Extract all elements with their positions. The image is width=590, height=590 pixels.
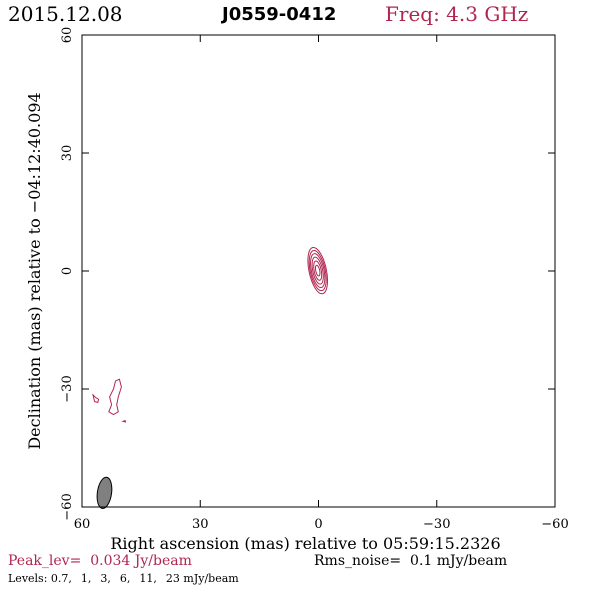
- peak-label: Peak_lev=: [8, 553, 82, 569]
- feature-contours: [92, 378, 126, 423]
- beam-ellipse: [96, 476, 113, 509]
- rms-label: Rms_noise=: [314, 553, 402, 569]
- x-tick-label: 0: [314, 517, 322, 532]
- observation-date: 2015.12.08: [8, 2, 123, 26]
- level-value: 1,: [80, 572, 92, 585]
- level-value: 6,: [119, 572, 131, 585]
- contour-levels-text: Levels: 0.7, 1, 3, 6, 11, 23 mJy/beam: [8, 572, 248, 585]
- core-contour: [314, 264, 321, 277]
- y-tick-label: −60: [60, 493, 75, 520]
- source-name: J0559-0412: [222, 4, 337, 25]
- level-value: 11,: [139, 572, 157, 585]
- peak-value: 0.034 Jy/beam: [90, 553, 192, 569]
- core-contour: [311, 256, 324, 285]
- feature-contour: [108, 378, 122, 416]
- rms-value: 0.1 mJy/beam: [410, 553, 508, 569]
- core-contour: [310, 253, 326, 289]
- y-axis-label: Declination (mas) relative to −04:12:40.…: [25, 92, 44, 449]
- y-tick-label: −30: [60, 375, 75, 402]
- levels-label: Levels:: [8, 572, 48, 585]
- y-tick-label: 30: [60, 145, 75, 162]
- y-tick-label: 0: [60, 267, 75, 275]
- peak-level-text: Peak_lev= 0.034 Jy/beam: [8, 553, 192, 569]
- y-tick-label: 60: [60, 27, 75, 44]
- core-contours: [307, 246, 329, 295]
- plot-frame: [81, 34, 556, 508]
- feature-contour: [92, 393, 100, 404]
- core-contour: [313, 260, 323, 281]
- level-value: 23 mJy/beam: [165, 572, 239, 585]
- x-tick-label: 30: [192, 517, 209, 532]
- x-tick-label: −60: [541, 517, 568, 532]
- beam-group: [96, 476, 113, 509]
- x-axis-label: Right ascension (mas) relative to 05:59:…: [110, 534, 500, 553]
- frequency-label: Freq: 4.3 GHz: [385, 2, 529, 26]
- level-value: 3,: [100, 572, 111, 585]
- feature-contour: [121, 420, 126, 423]
- core-contour: [307, 246, 329, 295]
- axis-ticks: [81, 34, 556, 508]
- levels-list: 0.7, 1, 3, 6, 11, 23 mJy/beam: [51, 572, 248, 585]
- x-tick-label: 60: [74, 517, 91, 532]
- core-contour: [308, 250, 327, 292]
- rms-noise-text: Rms_noise= 0.1 mJy/beam: [314, 553, 507, 569]
- x-tick-label: −30: [423, 517, 450, 532]
- level-value: 0.7,: [50, 572, 72, 585]
